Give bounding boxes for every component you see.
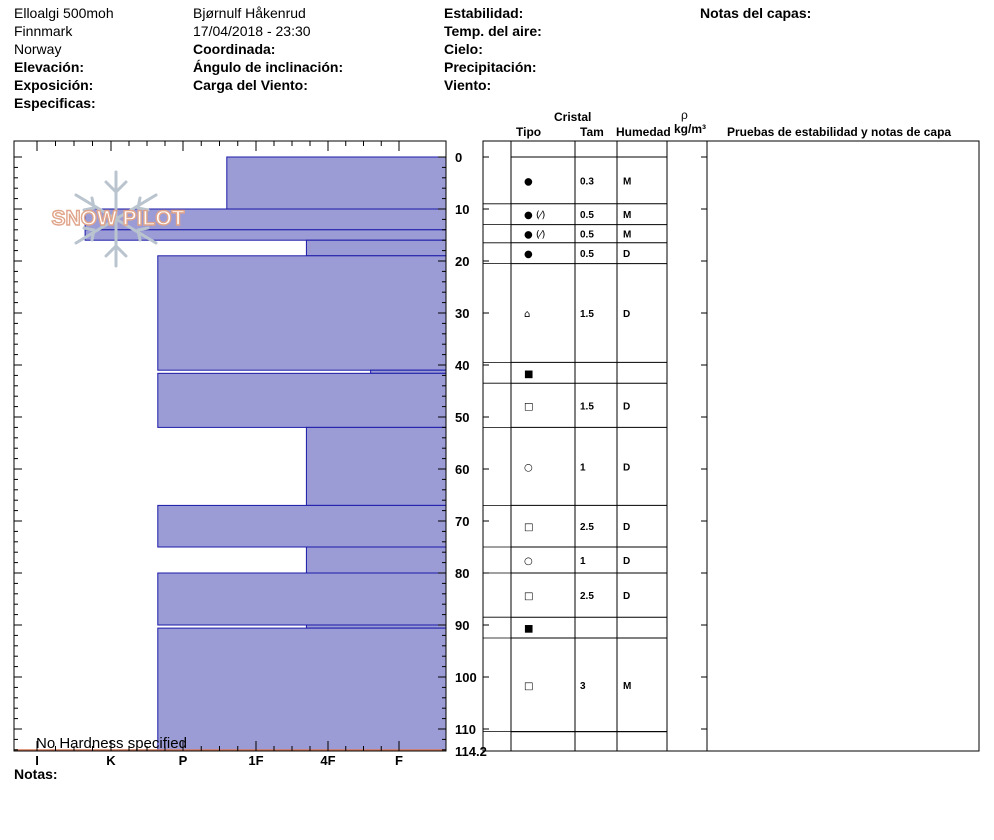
moisture-value: M	[623, 176, 631, 187]
precipitation-label: Precipitación:	[444, 59, 537, 75]
hardness-bar	[157, 255, 447, 371]
moisture-value: M	[623, 230, 631, 241]
crystal-header: Cristal	[554, 110, 592, 124]
coordinates-label: Coordinada:	[193, 41, 276, 57]
hardness-bar	[305, 426, 447, 506]
no-hardness-message: No Hardness specified	[36, 735, 187, 752]
grain-size-value: 0.5	[580, 249, 594, 260]
wind-label: Viento:	[444, 77, 492, 93]
chart-frame: I K P 1F 4F F 0 10 20 30 40 50 60 70 80 90 100 110 114.2	[13, 140, 487, 768]
grain-type-symbol: □	[524, 401, 533, 412]
grain-type-symbol: ● (⁄)	[524, 210, 545, 221]
notes-label: Notas:	[14, 766, 58, 782]
grain-type-symbol: ●	[524, 176, 533, 187]
region-name: Finnmark	[14, 23, 73, 39]
hardness-bar	[226, 156, 447, 210]
density-symbol: ρ	[681, 108, 688, 122]
grain-type-symbol: ⌂	[524, 309, 530, 320]
moisture-value: D	[623, 462, 630, 473]
moisture-header: Humedad	[616, 125, 671, 139]
slope-angle-label: Ángulo de inclinación:	[193, 59, 344, 75]
exposure-label: Exposición:	[14, 77, 94, 93]
hardness-bar	[305, 239, 447, 257]
grain-size-value: 1	[580, 556, 586, 567]
depth-tick-label: 90	[455, 618, 469, 633]
moisture-value: D	[623, 556, 630, 567]
depth-tick-label: 80	[455, 566, 469, 581]
grain-type-symbol: □	[524, 522, 533, 533]
elevation-label: Elevación:	[14, 59, 85, 75]
hardness-tick-label: P	[179, 753, 188, 768]
grain-type-symbol: □	[524, 681, 533, 692]
hardness-tick-label: I	[35, 753, 39, 768]
hardness-tick-label: 4F	[320, 753, 335, 768]
density-unit-header: kg/m³	[674, 122, 707, 136]
depth-tick-label: 70	[455, 514, 469, 529]
hardness-bar	[305, 546, 447, 574]
moisture-value: M	[623, 210, 631, 221]
stability-tests-header: Pruebas de estabilidad y notas de capa	[727, 125, 952, 139]
moisture-value: M	[623, 681, 631, 692]
depth-tick-label: 40	[455, 358, 469, 373]
snowpilot-logo: SNOW PILOT	[38, 170, 198, 270]
air-temp-label: Temp. del aire:	[444, 23, 542, 39]
grain-type-symbol: □	[524, 591, 533, 602]
observer-name: Bjørnulf Håkenrud	[193, 5, 306, 21]
observation-datetime: 17/04/2018 - 23:30	[193, 23, 311, 39]
grain-size-value: 1.5	[580, 401, 594, 412]
grain-type-symbol: ■	[524, 624, 533, 635]
grain-size-value: 0.5	[580, 210, 594, 221]
grain-size-value: 0.5	[580, 230, 594, 241]
size-header: Tam	[580, 125, 604, 139]
hardness-bar	[157, 572, 447, 626]
hardness-tick-label: F	[395, 753, 403, 768]
stability-label: Estabilidad:	[444, 5, 524, 21]
table-border	[482, 140, 980, 752]
depth-tick-label: 0	[455, 150, 462, 165]
chart-border	[13, 140, 447, 752]
moisture-value: D	[623, 522, 630, 533]
country-name: Norway	[14, 41, 62, 57]
hardness-tick-label: 1F	[248, 753, 263, 768]
grain-size-value: 2.5	[580, 522, 594, 533]
grain-type-symbol: ■	[524, 369, 533, 380]
grain-type-symbol: ○	[524, 462, 533, 473]
layer-table: ● 0.3 M ● (⁄) 0.5 M ● (⁄) 0.5 M ● 0.5 D ⌂ 1.5 D ■ □ 1.5 D ○…	[482, 140, 980, 752]
depth-tick-label: 50	[455, 410, 469, 425]
hardness-bar	[157, 504, 447, 548]
grain-type-symbol: ● (⁄)	[524, 230, 545, 241]
grain-size-value: 2.5	[580, 591, 594, 602]
depth-tick-label: 30	[455, 306, 469, 321]
moisture-value: D	[623, 249, 630, 260]
hardness-tick-label: K	[106, 753, 116, 768]
grain-size-value: 3	[580, 681, 586, 692]
wind-load-label: Carga del Viento:	[193, 77, 308, 93]
grain-size-value: 0.3	[580, 176, 594, 187]
hardness-bars	[84, 156, 447, 752]
depth-tick-label: 10	[455, 202, 469, 217]
depth-tick-label: 60	[455, 462, 469, 477]
depth-tick-label: 110	[455, 722, 476, 737]
logo-text: SNOW PILOT	[52, 207, 185, 230]
grain-size-value: 1.5	[580, 309, 594, 320]
depth-tick-label: 100	[455, 670, 477, 685]
moisture-value: D	[623, 591, 630, 602]
grain-type-symbol: ●	[524, 249, 533, 260]
snowflake-icon: SNOW PILOT	[51, 170, 185, 268]
location-name: Elloalgi 500moh	[14, 5, 114, 21]
moisture-value: D	[623, 401, 630, 412]
grain-size-value: 1	[580, 462, 586, 473]
moisture-value: D	[623, 309, 630, 320]
layer-notes-label: Notas del capas:	[700, 5, 812, 21]
specifics-label: Especificas:	[14, 95, 96, 111]
type-header: Tipo	[516, 125, 542, 139]
grain-type-symbol: ○	[524, 556, 533, 567]
hardness-bar	[157, 372, 447, 428]
depth-end-label: 114.2	[455, 744, 487, 759]
sky-label: Cielo:	[444, 41, 483, 57]
hardness-bar	[157, 627, 447, 752]
depth-tick-label: 20	[455, 254, 469, 269]
